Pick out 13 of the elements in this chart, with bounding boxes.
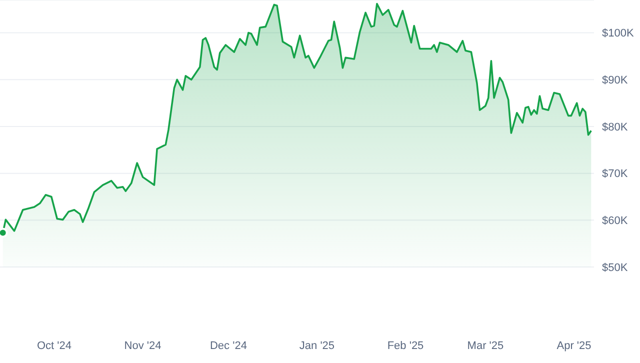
- y-tick-label: $100K: [602, 28, 634, 40]
- x-tick-label: Nov '24: [124, 340, 162, 352]
- x-tick-label: Oct '24: [37, 340, 72, 352]
- y-tick-label: $70K: [602, 168, 628, 180]
- x-tick-label: Jan '25: [299, 340, 335, 352]
- x-tick-label: Apr '25: [556, 340, 592, 352]
- x-tick-label: Feb '25: [387, 340, 424, 352]
- x-tick-label: Dec '24: [210, 340, 247, 352]
- y-tick-label: $80K: [602, 121, 628, 134]
- y-tick-label: $50K: [602, 262, 628, 274]
- y-tick-label: $60K: [602, 215, 628, 228]
- y-tick-label: $90K: [602, 74, 628, 87]
- x-tick-label: Mar '25: [467, 340, 504, 352]
